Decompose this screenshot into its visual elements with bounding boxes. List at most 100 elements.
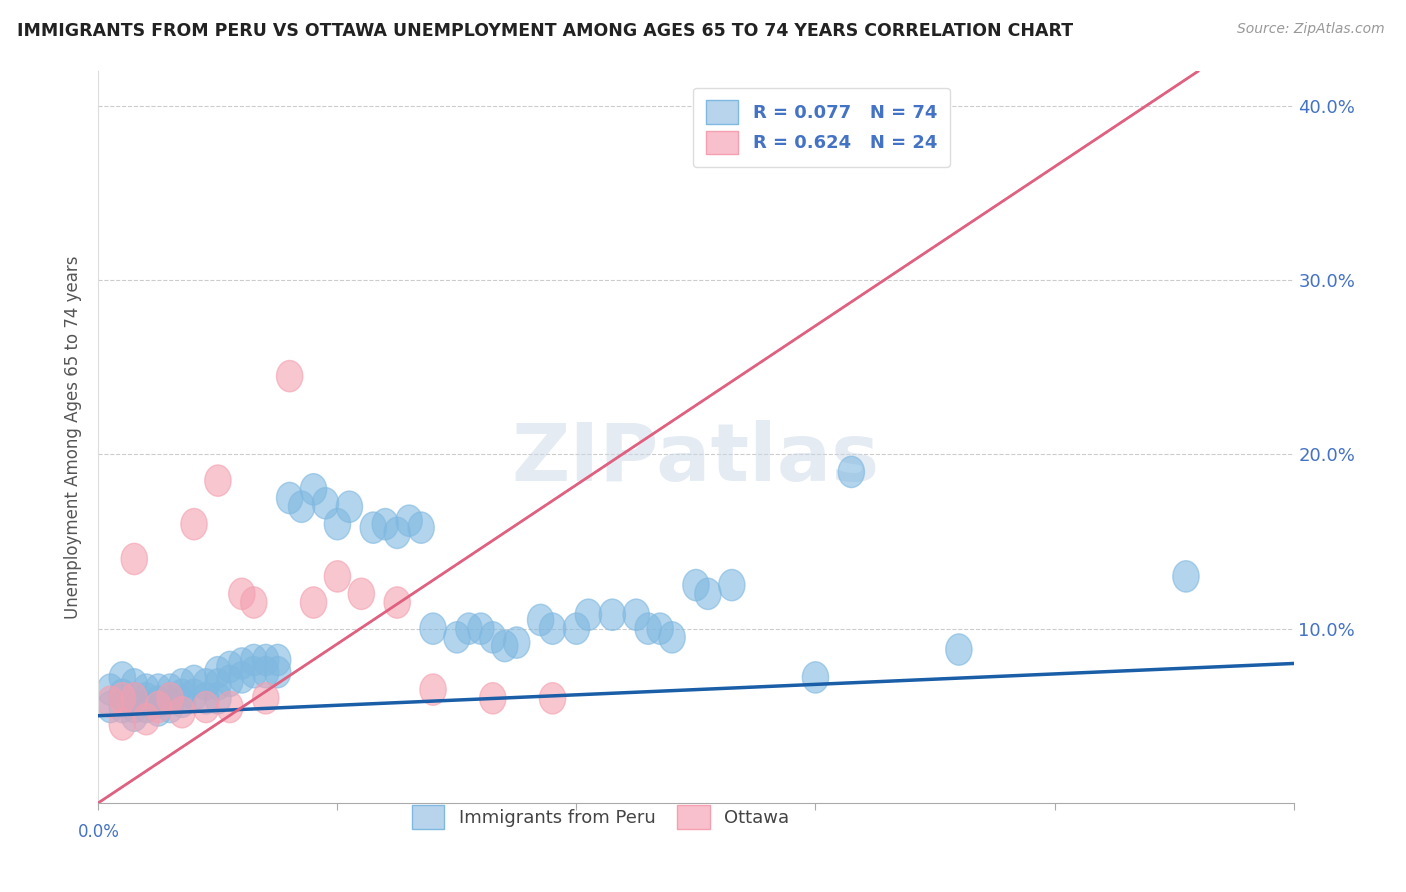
Ellipse shape <box>169 679 195 711</box>
Ellipse shape <box>157 691 183 723</box>
Ellipse shape <box>169 697 195 728</box>
Ellipse shape <box>599 599 626 631</box>
Ellipse shape <box>240 644 267 675</box>
Ellipse shape <box>312 488 339 519</box>
Ellipse shape <box>718 569 745 601</box>
Ellipse shape <box>217 651 243 682</box>
Ellipse shape <box>205 657 231 688</box>
Ellipse shape <box>384 517 411 549</box>
Ellipse shape <box>229 578 254 609</box>
Ellipse shape <box>240 657 267 688</box>
Ellipse shape <box>288 491 315 523</box>
Ellipse shape <box>121 682 148 714</box>
Ellipse shape <box>121 682 148 714</box>
Ellipse shape <box>97 674 124 706</box>
Ellipse shape <box>384 587 411 618</box>
Ellipse shape <box>217 665 243 697</box>
Ellipse shape <box>456 613 482 644</box>
Ellipse shape <box>838 456 865 488</box>
Ellipse shape <box>110 682 135 714</box>
Ellipse shape <box>110 691 135 723</box>
Text: ZIPatlas: ZIPatlas <box>512 420 880 498</box>
Ellipse shape <box>145 691 172 723</box>
Ellipse shape <box>479 622 506 653</box>
Ellipse shape <box>193 682 219 714</box>
Ellipse shape <box>503 627 530 658</box>
Ellipse shape <box>229 662 254 693</box>
Ellipse shape <box>253 682 278 714</box>
Ellipse shape <box>181 508 207 540</box>
Ellipse shape <box>181 679 207 711</box>
Y-axis label: Unemployment Among Ages 65 to 74 years: Unemployment Among Ages 65 to 74 years <box>65 255 83 619</box>
Ellipse shape <box>540 682 565 714</box>
Ellipse shape <box>134 674 159 706</box>
Ellipse shape <box>205 465 231 496</box>
Ellipse shape <box>253 644 278 675</box>
Ellipse shape <box>803 662 828 693</box>
Ellipse shape <box>193 669 219 700</box>
Ellipse shape <box>121 669 148 700</box>
Ellipse shape <box>277 360 302 392</box>
Ellipse shape <box>636 613 661 644</box>
Ellipse shape <box>492 631 517 662</box>
Ellipse shape <box>157 682 183 714</box>
Ellipse shape <box>157 682 183 714</box>
Ellipse shape <box>301 474 326 505</box>
Ellipse shape <box>121 543 148 574</box>
Text: Source: ZipAtlas.com: Source: ZipAtlas.com <box>1237 22 1385 37</box>
Text: 0.0%: 0.0% <box>77 823 120 841</box>
Ellipse shape <box>110 709 135 740</box>
Ellipse shape <box>217 691 243 723</box>
Ellipse shape <box>540 613 565 644</box>
Ellipse shape <box>946 634 972 665</box>
Ellipse shape <box>1173 561 1199 592</box>
Ellipse shape <box>193 691 219 723</box>
Ellipse shape <box>169 686 195 717</box>
Ellipse shape <box>325 561 350 592</box>
Ellipse shape <box>145 695 172 726</box>
Ellipse shape <box>110 679 135 711</box>
Ellipse shape <box>229 648 254 679</box>
Ellipse shape <box>240 587 267 618</box>
Ellipse shape <box>169 669 195 700</box>
Ellipse shape <box>479 682 506 714</box>
Ellipse shape <box>181 665 207 697</box>
Ellipse shape <box>134 704 159 735</box>
Ellipse shape <box>264 657 291 688</box>
Ellipse shape <box>349 578 374 609</box>
Ellipse shape <box>97 691 124 723</box>
Ellipse shape <box>336 491 363 523</box>
Ellipse shape <box>264 644 291 675</box>
Ellipse shape <box>110 662 135 693</box>
Ellipse shape <box>121 691 148 723</box>
Ellipse shape <box>373 508 398 540</box>
Ellipse shape <box>575 599 602 631</box>
Ellipse shape <box>695 578 721 609</box>
Ellipse shape <box>157 674 183 706</box>
Ellipse shape <box>325 508 350 540</box>
Ellipse shape <box>205 669 231 700</box>
Ellipse shape <box>659 622 685 653</box>
Ellipse shape <box>301 587 326 618</box>
Ellipse shape <box>97 686 124 717</box>
Ellipse shape <box>253 657 278 688</box>
Ellipse shape <box>205 682 231 714</box>
Ellipse shape <box>623 599 650 631</box>
Ellipse shape <box>145 686 172 717</box>
Ellipse shape <box>420 613 446 644</box>
Ellipse shape <box>420 674 446 706</box>
Ellipse shape <box>121 700 148 731</box>
Ellipse shape <box>444 622 470 653</box>
Ellipse shape <box>468 613 494 644</box>
Ellipse shape <box>134 682 159 714</box>
Ellipse shape <box>683 569 709 601</box>
Ellipse shape <box>145 674 172 706</box>
Ellipse shape <box>277 483 302 514</box>
Ellipse shape <box>360 512 387 543</box>
Ellipse shape <box>647 613 673 644</box>
Ellipse shape <box>408 512 434 543</box>
Legend: Immigrants from Peru, Ottawa: Immigrants from Peru, Ottawa <box>402 797 799 838</box>
Ellipse shape <box>396 505 422 536</box>
Ellipse shape <box>564 613 589 644</box>
Ellipse shape <box>134 691 159 723</box>
